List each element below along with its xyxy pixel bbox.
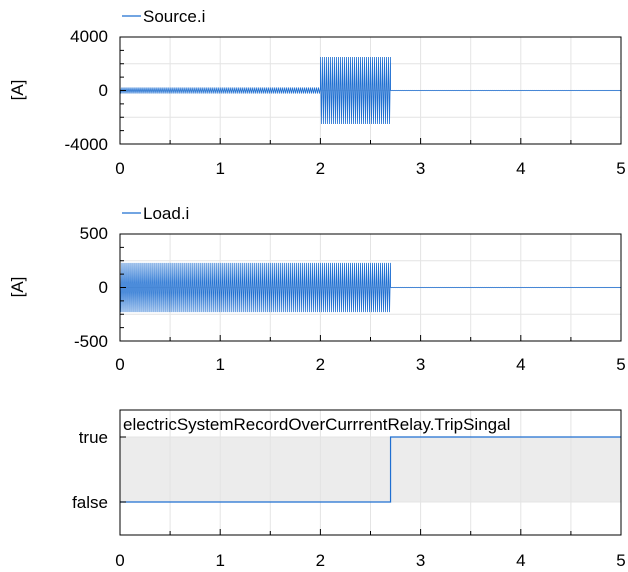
panel2-xtick-label: 2 xyxy=(316,355,325,374)
panel2-ytick-label: 500 xyxy=(80,224,108,243)
panel2-xtick-label: 1 xyxy=(215,355,224,374)
panel1-ytick-label: 4000 xyxy=(70,27,108,46)
panel1-axes xyxy=(119,36,622,145)
panel2-xtick-label: 0 xyxy=(115,355,124,374)
panel3-xtick-label: 1 xyxy=(215,551,224,570)
panel1-ytick-label: 0 xyxy=(99,81,108,100)
panel3-xtick-label: 2 xyxy=(316,551,325,570)
panel-source-current: Source.i [A] 4000 0 -4000 0 1 2 3 4 5 xyxy=(8,7,626,178)
panel3-signal xyxy=(120,436,621,503)
panel2-xtick-label: 5 xyxy=(616,355,625,374)
panel3-xtick-label: 4 xyxy=(516,551,525,570)
panel2-series-line xyxy=(119,262,622,313)
panel1-xtick-label: 1 xyxy=(215,159,224,178)
panel2-xtick-label: 4 xyxy=(516,355,525,374)
panel3-xtick-label: 0 xyxy=(115,551,124,570)
panel3-series-line xyxy=(120,436,621,503)
panel1-xtick-label: 2 xyxy=(316,159,325,178)
panel3-xtick-label: 3 xyxy=(416,551,425,570)
panel2-ytick-label: 0 xyxy=(99,278,108,297)
panel3-legend-label: electricSystemRecordOverCurrrentRelay.Tr… xyxy=(123,415,510,434)
panel1-series-line xyxy=(119,57,622,124)
panel2-legend-label: Load.i xyxy=(143,204,189,223)
panel3-xtick-label: 5 xyxy=(616,551,625,570)
panel1-xtick-label: 4 xyxy=(516,159,525,178)
panel3-ytick-label: false xyxy=(72,493,108,512)
panel2-axes xyxy=(119,233,622,342)
panel2-xtick-label: 3 xyxy=(416,355,425,374)
panel2-signal xyxy=(119,262,622,313)
panel1-xtick-label: 3 xyxy=(416,159,425,178)
panel2-y-axis-label: [A] xyxy=(8,277,27,298)
panel1-xtick-label: 0 xyxy=(115,159,124,178)
panel1-signal xyxy=(119,57,622,124)
panel1-legend-label: Source.i xyxy=(143,7,205,26)
panel2-ytick-label: -500 xyxy=(74,332,108,351)
panel-load-current: Load.i [A] 500 0 -500 0 1 2 3 4 5 xyxy=(8,204,626,374)
panel1-xtick-label: 5 xyxy=(616,159,625,178)
panel1-y-axis-label: [A] xyxy=(8,80,27,101)
panel3-axes xyxy=(119,409,622,536)
panel1-ytick-label: -4000 xyxy=(65,135,108,154)
panel3-ytick-label: true xyxy=(79,428,108,447)
panel-trip-signal: electricSystemRecordOverCurrrentRelay.Tr… xyxy=(72,409,626,570)
